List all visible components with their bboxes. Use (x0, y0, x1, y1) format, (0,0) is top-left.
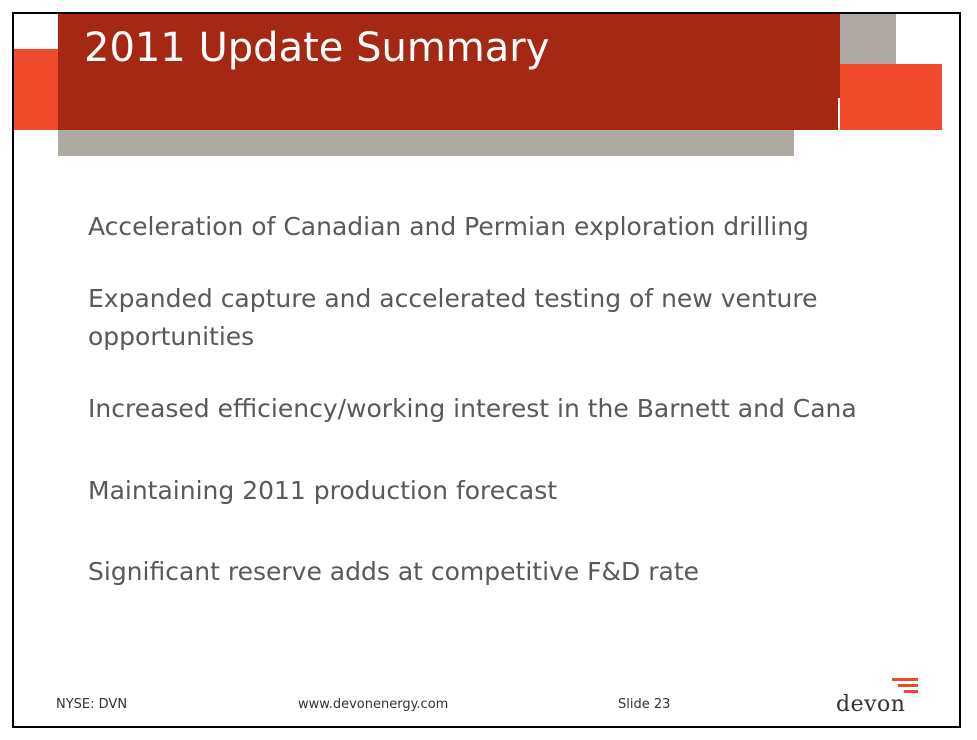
bullet-item: Acceleration of Canadian and Permian exp… (88, 212, 809, 241)
bullet-item: Expanded capture and accelerated testing… (88, 284, 818, 351)
footer-ticker: NYSE: DVN (56, 697, 128, 712)
slide: 2011 Update Summary Acceleration of Cana… (12, 12, 961, 728)
bullet-item: Maintaining 2011 production forecast (88, 476, 558, 505)
accent-block-left (14, 49, 58, 130)
logo-stripe (898, 684, 918, 687)
footer-website: www.devonenergy.com (298, 697, 449, 712)
accent-block-right (840, 64, 942, 130)
devon-logo-icon: devon (832, 678, 918, 724)
accent-grey-bar (58, 130, 794, 156)
logo-stripe (892, 678, 918, 681)
title-band (58, 14, 838, 130)
footer-slide-number: Slide 23 (618, 697, 671, 712)
accent-grey-square (840, 14, 896, 64)
logo-stripe (904, 690, 918, 693)
slide-title: 2011 Update Summary (84, 25, 550, 71)
bullet-item: Increased efficiency/working interest in… (88, 394, 857, 423)
logo-wordmark: devon (836, 692, 906, 717)
bullet-item: Significant reserve adds at competitive … (88, 557, 700, 586)
